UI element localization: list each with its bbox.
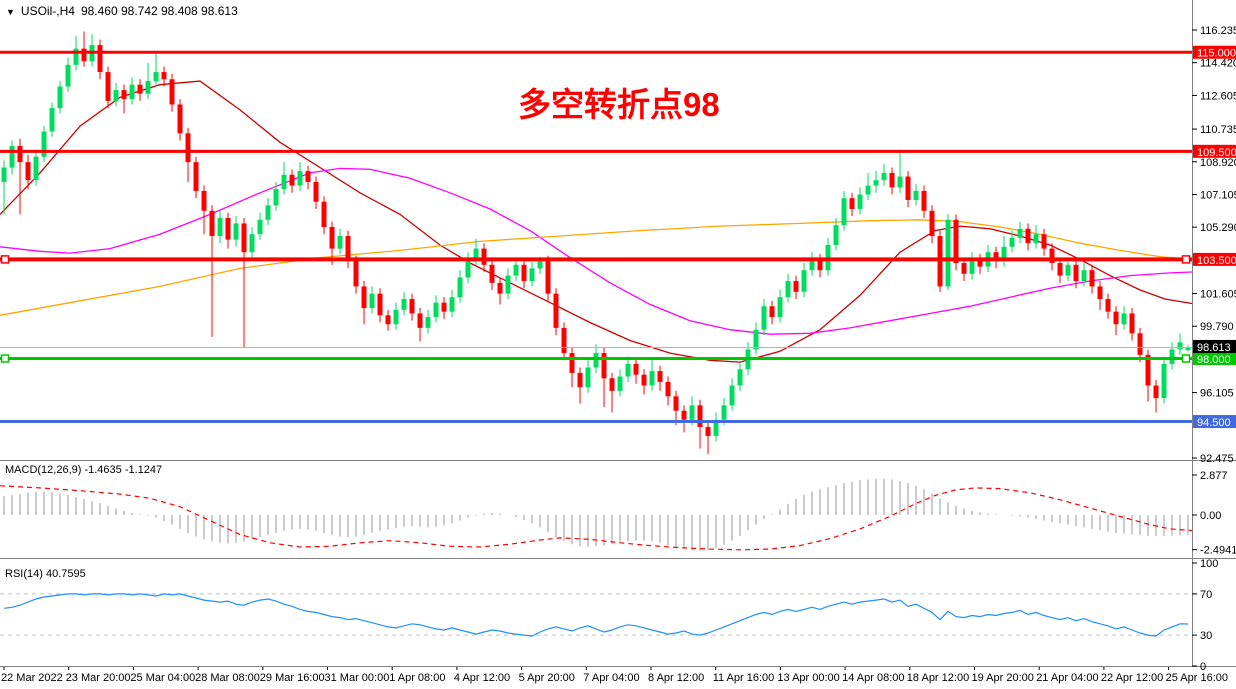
axis-tick-label: 101.605 <box>1200 289 1236 301</box>
time-axis-label: 7 Apr 04:00 <box>583 672 639 684</box>
axis-tick-label: 105.290 <box>1200 222 1236 234</box>
price-badge-label: 94.500 <box>1197 417 1231 429</box>
axis-tick-label: 100 <box>1200 558 1218 570</box>
price-badge <box>1193 45 1236 59</box>
ma-orange-line <box>0 219 1193 316</box>
axis-tick-label: 99.790 <box>1200 321 1234 333</box>
time-axis-label: 19 Apr 20:00 <box>972 672 1034 684</box>
axis-tick-label: 114.420 <box>1200 58 1236 70</box>
time-axis-label: 25 Mar 04:00 <box>130 672 195 684</box>
time-axis-label: 1 Apr 08:00 <box>389 672 445 684</box>
hline-handle[interactable] <box>0 255 10 264</box>
axis-tick-label: 107.105 <box>1200 189 1236 201</box>
price-badge-label: 98.000 <box>1197 354 1231 366</box>
price-badge <box>1193 415 1236 429</box>
time-axis-label: 11 Apr 16:00 <box>713 672 775 684</box>
price-badge-label: 98.613 <box>1197 342 1231 354</box>
axis-tick-label: 96.105 <box>1200 388 1234 400</box>
rsi-panel[interactable] <box>0 593 1192 637</box>
price-badge-label: 115.000 <box>1197 48 1236 60</box>
rsi-indicator-label: RSI(14) 40.7595 <box>5 568 86 580</box>
axis-tick-label: -2.4941 <box>1200 545 1236 557</box>
time-axis-label: 8 Apr 12:00 <box>648 672 704 684</box>
axis-tick-label: 92.475 <box>1200 453 1234 465</box>
axis-tick-label: 70 <box>1200 589 1212 601</box>
price-badge <box>1193 351 1236 365</box>
time-axis-label: 23 Mar 20:00 <box>66 672 131 684</box>
candlesticks <box>1 31 1191 454</box>
axis-tick-label: 116.235 <box>1200 25 1236 37</box>
ohlc-values: 98.460 98.742 98.408 98.613 <box>80 4 238 18</box>
rsi-line <box>3 593 1189 637</box>
macd-panel[interactable] <box>0 478 1193 552</box>
chart-title-bar: ▼ USOil-,H4 98.460 98.742 98.408 98.613 <box>6 4 238 18</box>
price-badge-label: 103.500 <box>1197 255 1236 267</box>
price-axis[interactable]: 116.235 114.420 112.605 110.735 108.920 107.1… <box>1192 25 1236 673</box>
axis-tick-label: 30 <box>1200 630 1212 642</box>
time-axis-label: 25 Apr 16:00 <box>1166 672 1228 684</box>
time-axis-label: 28 Mar 08:00 <box>195 672 260 684</box>
chart-annotation-text[interactable]: 多空转折点98 <box>518 86 720 123</box>
price-badge <box>1193 144 1236 158</box>
hline-handle[interactable] <box>1181 354 1191 363</box>
time-axis-label: 31 Mar 00:00 <box>325 672 390 684</box>
time-axis-label: 5 Apr 20:00 <box>519 672 575 684</box>
time-axis-label: 13 Apr 00:00 <box>777 672 839 684</box>
time-axis[interactable]: 22 Mar 2022 23 Mar 20:00 25 Mar 04:00 28 Ma… <box>1 667 1228 684</box>
axis-tick-label: 112.605 <box>1200 90 1236 102</box>
main-price-panel[interactable] <box>0 31 1193 454</box>
hline-handle[interactable] <box>0 354 10 363</box>
price-badge-label: 109.500 <box>1197 147 1236 159</box>
time-axis-label: 21 Apr 04:00 <box>1036 672 1098 684</box>
axis-tick-label: 110.735 <box>1200 124 1236 136</box>
time-axis-label: 18 Apr 12:00 <box>907 672 969 684</box>
macd-signal-line <box>0 485 1193 551</box>
time-axis-label: 14 Apr 08:00 <box>842 672 904 684</box>
price-badge <box>1193 252 1236 266</box>
axis-tick-label: 2.877 <box>1200 470 1228 482</box>
axis-tick-label: 0 <box>1200 661 1206 673</box>
time-axis-label: 22 Apr 12:00 <box>1101 672 1163 684</box>
time-axis-label: 4 Apr 12:00 <box>454 672 510 684</box>
hline-handle[interactable] <box>1181 255 1191 264</box>
macd-indicator-label: MACD(12,26,9) -1.4635 -1.1247 <box>5 464 163 476</box>
symbol-timeframe-label: USOil-,H4 <box>20 4 75 18</box>
price-badge <box>1193 339 1236 353</box>
time-axis-label: 22 Mar 2022 <box>1 672 63 684</box>
axis-tick-label: 0.00 <box>1200 510 1221 522</box>
axis-tick-label: 108.920 <box>1200 157 1236 169</box>
time-axis-label: 29 Mar 16:00 <box>260 672 325 684</box>
symbol-dropdown-icon[interactable]: ▼ <box>6 6 15 17</box>
